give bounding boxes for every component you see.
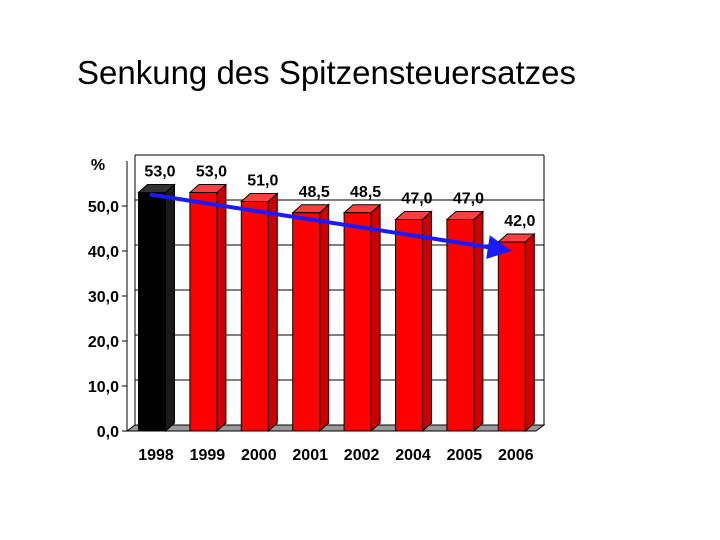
data-label-2000: 51,0 — [247, 173, 278, 190]
y-tick-label-0: 0,0 — [97, 424, 119, 441]
bar-2002 — [342, 203, 382, 433]
data-label-2005: 47,0 — [453, 191, 484, 208]
x-tick-label-2000: 2000 — [241, 447, 277, 464]
y-tick-label-4: 40,0 — [88, 244, 119, 261]
x-tick-label-1999: 1999 — [190, 447, 226, 464]
bar-front — [240, 201, 269, 432]
y-tick-label-5: 50,0 — [88, 199, 119, 216]
x-tick-label-2002: 2002 — [344, 447, 380, 464]
bar-front — [395, 219, 423, 432]
data-label-1999: 53,0 — [196, 164, 227, 181]
bar-2005 — [445, 210, 485, 433]
bars — [137, 183, 536, 433]
bar-side — [267, 192, 278, 433]
bar-front — [497, 241, 526, 432]
data-label-2004: 47,0 — [401, 191, 432, 208]
data-label-2001: 48,5 — [299, 184, 330, 201]
x-tick-label-2005: 2005 — [447, 447, 483, 464]
bar-2004 — [394, 210, 433, 433]
data-label-2002: 48,5 — [350, 184, 381, 201]
slide-title: Senkung des Spitzensteuersatzes — [77, 54, 576, 91]
bar-side — [422, 210, 432, 433]
data-labels: 53,0 53,0 51,0 48,5 48,5 47,0 47,0 42,0 — [144, 164, 535, 231]
bar-2000 — [239, 192, 279, 433]
y-tick-label-3: 30,0 — [88, 289, 119, 306]
x-axis: 1998 1999 2000 2001 2002 2004 2005 2006 — [138, 447, 533, 464]
bar-front — [292, 212, 321, 432]
bar-2001 — [291, 203, 331, 433]
x-tick-label-2001: 2001 — [292, 447, 328, 464]
bar-1999 — [188, 183, 228, 433]
data-label-1998: 53,0 — [144, 164, 175, 181]
trend-arrow-line — [149, 192, 512, 260]
data-label-2006: 42,0 — [504, 213, 535, 230]
y-axis: 0,0 10,0 20,0 30,0 40,0 50,0% — [88, 157, 128, 441]
y-tick-label-2: 20,0 — [88, 334, 119, 351]
x-tick-label-1998: 1998 — [138, 447, 174, 464]
bar-side — [370, 203, 381, 433]
bar-front — [343, 212, 372, 432]
bar-side — [319, 203, 330, 433]
bar-1998 — [137, 183, 176, 433]
bar-side — [524, 232, 535, 433]
x-tick-label-2006: 2006 — [498, 447, 534, 464]
bar-side — [165, 183, 175, 433]
bar-front — [446, 219, 475, 432]
x-tick-label-2004: 2004 — [395, 447, 431, 464]
trend-arrow — [149, 192, 512, 260]
y-tick-label-1: 10,0 — [88, 379, 119, 396]
bar-front — [138, 192, 166, 432]
bar-2006 — [496, 232, 536, 433]
y-axis-unit: % — [91, 157, 105, 174]
bar-front — [189, 192, 218, 432]
bar-side — [216, 183, 227, 433]
